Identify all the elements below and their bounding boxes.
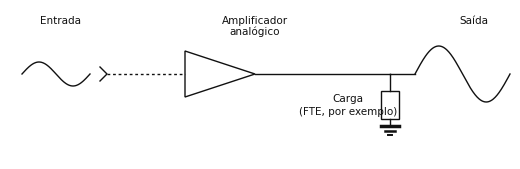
- Text: Carga: Carga: [332, 94, 363, 104]
- Text: (FTE, por exemplo): (FTE, por exemplo): [299, 107, 397, 117]
- Text: analógico: analógico: [230, 27, 280, 37]
- Text: Saída: Saída: [460, 16, 488, 26]
- Bar: [381, 91, 399, 119]
- Text: Entrada: Entrada: [40, 16, 81, 26]
- Text: Amplificador: Amplificador: [222, 16, 288, 26]
